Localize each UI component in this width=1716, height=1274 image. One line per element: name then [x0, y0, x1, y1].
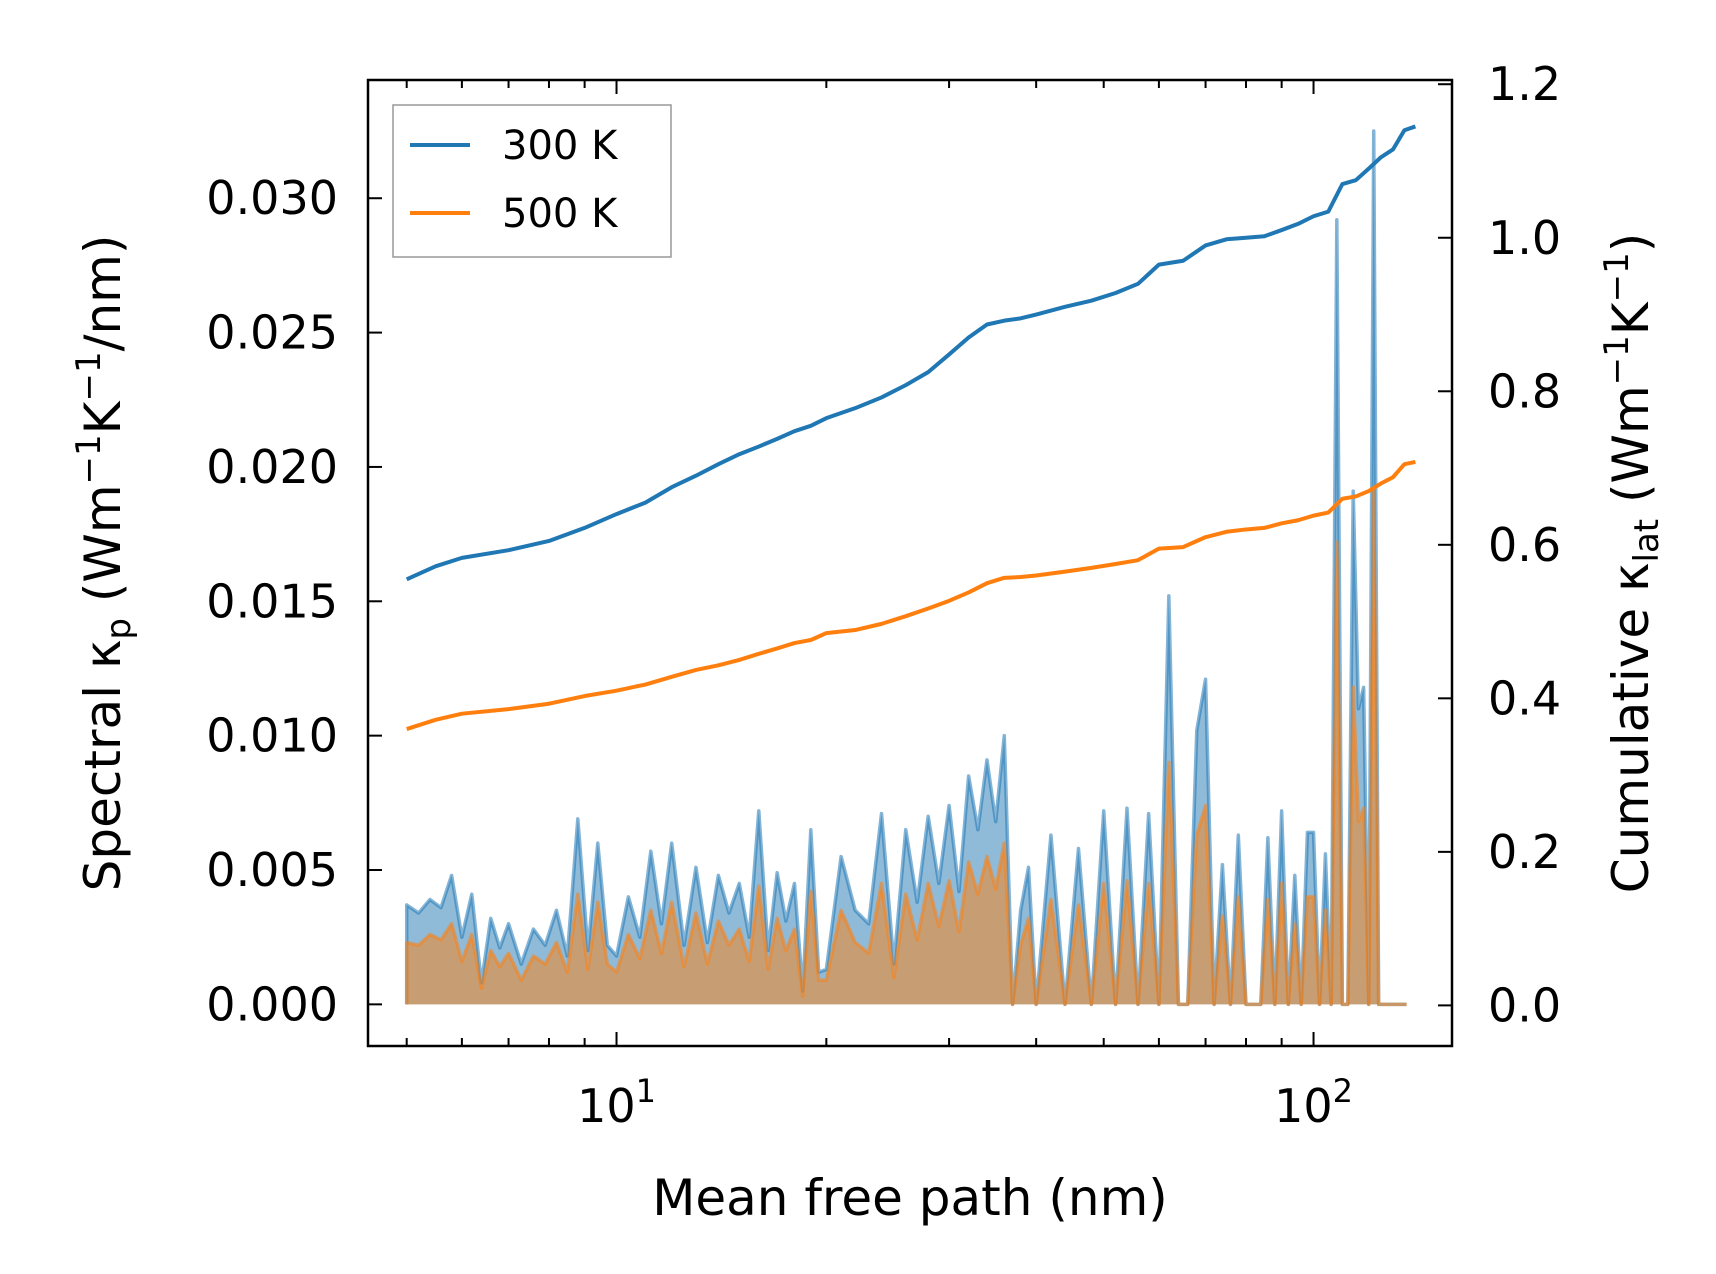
y-right-tick-label: 1.0 [1488, 211, 1561, 265]
cumulative-layer [405, 124, 1417, 731]
y-left-tick-label: 0.020 [206, 440, 338, 494]
y-left-tick-label: 0.015 [206, 574, 338, 628]
cumulative-line-500k [406, 459, 1416, 731]
legend-label-300k: 300 K [502, 123, 619, 169]
x-tick-label-base: 10 [1274, 1079, 1333, 1133]
x-axis-title: Mean free path (nm) [652, 1169, 1168, 1227]
x-tick-label-exponent: 2 [1333, 1072, 1353, 1110]
spectral-area-500k [404, 486, 1407, 1007]
y-left-tick-label: 0.030 [206, 171, 338, 225]
y-right-tick-label: 0.0 [1488, 978, 1561, 1032]
y-axis-right: 0.0 0.2 0.4 0.6 0.8 1.0 1.2 [1438, 57, 1561, 1032]
x-axis: 101 102 [405, 80, 1353, 1133]
spectral-area-300k [404, 129, 1407, 1007]
x-tick-label: 102 [1274, 1072, 1353, 1133]
y-axis-left: 0.000 0.005 0.010 0.015 0.020 0.025 0.030 [206, 171, 382, 1031]
cumulative-line-300k [405, 124, 1417, 582]
plot-frame [366, 78, 1454, 1048]
y-left-tick-label: 0.025 [206, 306, 338, 360]
y-right-tick-label: 0.2 [1488, 825, 1561, 879]
y-left-axis-title: Spectral κp (Wm−1K−1/nm) [69, 235, 139, 892]
y-right-tick-label: 0.6 [1488, 518, 1561, 572]
y-right-tick-label: 1.2 [1488, 57, 1561, 111]
legend-frame [392, 104, 672, 258]
y-left-tick-label: 0.010 [206, 709, 338, 763]
y-right-tick-label: 0.8 [1488, 364, 1561, 418]
x-tick-label-exponent: 1 [636, 1072, 656, 1110]
legend-label-500k: 500 K [502, 191, 619, 237]
legend: 300 K 500 K [392, 104, 672, 258]
y-left-tick-label: 0.005 [206, 843, 338, 897]
y-left-tick-label: 0.000 [206, 977, 338, 1031]
y-right-axis-title: Cumulative κlat (Wm−1K−1) [1597, 233, 1667, 893]
x-tick-label: 101 [577, 1072, 656, 1133]
spectral-layer [404, 129, 1407, 1007]
x-tick-label-base: 10 [577, 1079, 636, 1133]
y-right-tick-label: 0.4 [1488, 671, 1561, 725]
